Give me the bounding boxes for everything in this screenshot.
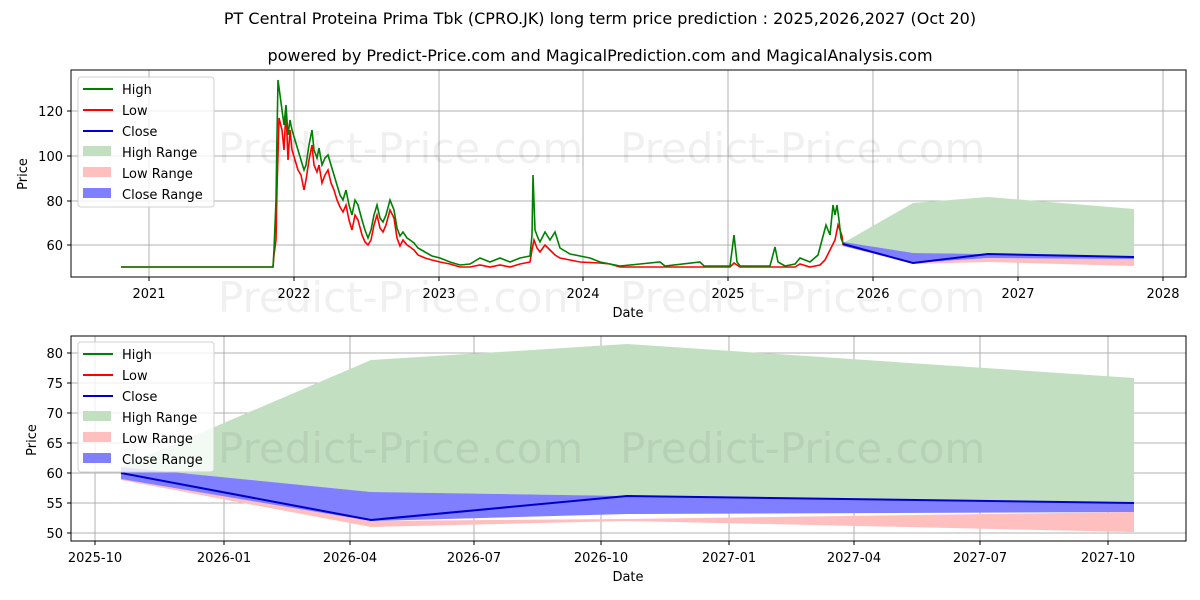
bottom-ytick-label: 80: [46, 347, 63, 362]
top-tick-marks: [67, 110, 1164, 281]
top-ytick-label: 120: [38, 105, 63, 120]
bottom-low-range-area: [121, 474, 1134, 532]
legend-close: Close: [122, 390, 157, 405]
legend-low: Low: [122, 104, 148, 119]
bottom-close-range-area: [121, 467, 1134, 521]
bottom-xtick-label: 2026-04: [323, 551, 377, 566]
legend-close-range-swatch: [83, 453, 111, 463]
top-xtick-label: 2028: [1146, 287, 1179, 302]
legend-high-range-swatch: [83, 146, 111, 156]
legend-close-range: Close Range: [122, 453, 203, 468]
top-xtick-label: 2025: [711, 287, 744, 302]
bottom-ytick-label: 55: [46, 497, 63, 512]
top-xtick-label: 2026: [856, 287, 889, 302]
bottom-x-axis-label: Date: [612, 570, 643, 585]
top-y-axis-label: Price: [16, 158, 31, 190]
legend-high-range-swatch: [83, 411, 111, 421]
watermark: Predict-Price.com: [620, 273, 985, 322]
watermark: Predict-Price.com: [218, 273, 583, 322]
watermark: Predict-Price.com: [620, 124, 985, 173]
bottom-xtick-label: 2025-10: [68, 551, 122, 566]
bottom-xtick-label: 2027-01: [702, 551, 756, 566]
watermark: Predict-Price.com: [620, 424, 985, 473]
legend-low-range-swatch: [83, 432, 111, 442]
bottom-xtick-label: 2026-01: [197, 551, 251, 566]
top-close-line: [842, 243, 1135, 265]
chart-title: PT Central Proteina Prima Tbk (CPRO.JK) …: [223, 9, 977, 28]
bottom-xtick-label: 2027-07: [953, 551, 1007, 566]
bottom-high-range-area: [121, 344, 1134, 512]
top-ytick-label: 100: [38, 150, 63, 165]
bottom-plot-frame: [70, 335, 1187, 542]
watermark: Predict-Price.com: [218, 424, 583, 473]
legend-low-range-swatch: [83, 167, 111, 177]
legend-high: High: [122, 348, 152, 363]
chart-subtitle: powered by Predict-Price.com and Magical…: [267, 46, 933, 65]
bottom-xtick-label: 2027-04: [827, 551, 881, 566]
top-ytick-label: 80: [46, 195, 63, 210]
bottom-xtick-label: 2026-07: [447, 551, 501, 566]
bottom-ytick-label: 60: [46, 467, 63, 482]
top-xtick-label: 2021: [132, 287, 165, 302]
bottom-ytick-label: 75: [46, 377, 63, 392]
top-high-range-area: [843, 197, 1134, 258]
bottom-ytick-label: 65: [46, 437, 63, 452]
bottom-xtick-label: 2026-10: [574, 551, 628, 566]
top-ytick-label: 60: [46, 239, 63, 254]
legend-high-range: High Range: [122, 146, 197, 161]
top-legend: High Low Close High Range Low Range Clos…: [77, 76, 215, 208]
bottom-ytick-label: 70: [46, 407, 63, 422]
top-xtick-label: 2022: [277, 287, 310, 302]
bottom-tick-marks: [67, 352, 1109, 545]
watermark: Predict-Price.com: [218, 124, 583, 173]
top-xtick-label: 2024: [566, 287, 599, 302]
top-high-line: [121, 79, 844, 268]
legend-low-range: Low Range: [122, 432, 193, 447]
legend-close: Close: [122, 125, 157, 140]
top-low-range-area: [843, 245, 1134, 266]
legend-high: High: [122, 83, 152, 98]
top-x-axis-label: Date: [612, 306, 643, 321]
top-plot-frame: [70, 69, 1187, 278]
legend-low: Low: [122, 369, 148, 384]
top-close-range-area: [843, 242, 1134, 263]
top-xtick-label: 2023: [422, 287, 455, 302]
legend-low-range: Low Range: [122, 167, 193, 182]
bottom-chart: Predict-Price.com Predict-Price.com 2025…: [25, 335, 1187, 585]
bottom-y-axis-label: Price: [25, 424, 40, 456]
top-xtick-label: 2027: [1001, 287, 1034, 302]
top-chart: Predict-Price.com Predict-Price.com Pred…: [16, 69, 1187, 322]
bottom-legend: High Low Close High Range Low Range Clos…: [77, 341, 215, 473]
legend-close-range-swatch: [83, 188, 111, 198]
legend-high-range: High Range: [122, 411, 197, 426]
bottom-close-line: [120, 472, 1135, 522]
bottom-ytick-label: 50: [46, 527, 63, 542]
bottom-xtick-label: 2027-10: [1081, 551, 1135, 566]
legend-close-range: Close Range: [122, 188, 203, 203]
